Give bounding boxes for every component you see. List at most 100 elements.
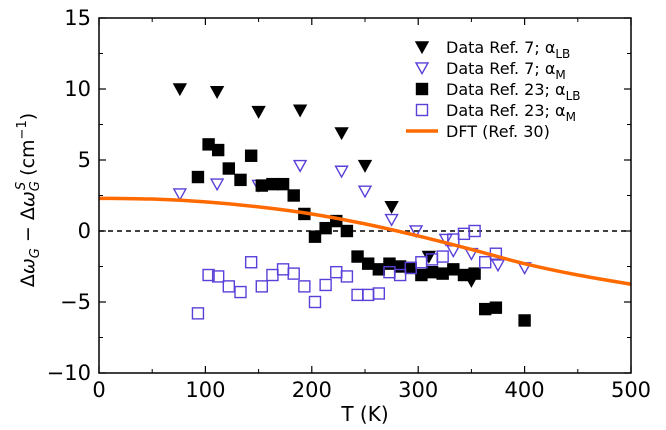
data-point [361,257,375,270]
data-point [266,177,279,191]
y-axis-title: ΔωG − ΔωGS (cm−1) [14,113,43,287]
data-point [518,314,531,327]
data-series-layer [99,83,631,327]
data-point [191,170,205,184]
data-point [384,213,399,227]
data-point [308,295,322,309]
data-point [172,188,188,202]
legend-label: Data Ref. 7; αM [446,59,566,82]
data-point [351,250,364,263]
data-point [425,265,439,279]
series-2 [191,138,531,327]
data-point [383,257,396,270]
data-point [287,267,300,280]
data-point [334,165,349,179]
legend-entry-1: Data Ref. 7; αM [414,59,566,82]
legend-entry-4: DFT (Ref. 30) [406,122,550,141]
y-tick-label: −10 [47,361,91,385]
dft-curve [99,196,631,286]
legend-marker [414,62,430,76]
x-tick-label: 300 [398,378,438,402]
data-point [319,278,332,292]
data-point [308,230,322,243]
y-tick-label: 5 [78,148,91,172]
x-axis-title: T (K) [340,402,388,426]
data-point [330,265,343,279]
x-tick-label: 200 [292,378,332,402]
data-point [251,105,266,119]
data-point [457,268,471,282]
data-point [222,280,236,293]
data-point [209,86,225,99]
data-point [457,227,471,241]
data-point [172,83,188,97]
data-point [393,268,407,282]
data-point [384,201,399,215]
legend-label: Data Ref. 7; αLB [446,38,570,61]
data-point [234,173,247,187]
data-point [244,256,258,269]
legend-entry-0: Data Ref. 7; αLB [414,38,570,61]
data-point [489,301,503,314]
y-tick-label: −5 [60,290,91,314]
data-point [340,270,354,283]
data-point [255,179,268,192]
data-point [372,287,386,300]
data-point [209,178,225,192]
x-tick-label: 500 [611,378,651,402]
x-tick-label: 0 [92,378,105,402]
data-point [468,267,481,280]
y-tick-label: 15 [64,6,91,30]
data-point [393,260,407,273]
data-point [436,267,449,280]
y-tick-label: 10 [64,77,91,101]
data-point [479,302,492,316]
data-point [211,270,225,283]
data-point [438,233,454,247]
data-point [319,221,332,235]
data-point [202,268,215,282]
data-point [340,224,354,238]
data-point [408,225,424,239]
data-point [287,189,300,202]
legend-entry-3: Data Ref. 23; αM [415,101,576,124]
y-tick-label: 0 [78,219,91,243]
data-point [415,256,428,269]
data-point [357,159,373,173]
legend-marker [414,41,430,55]
data-point [404,261,417,275]
ticks-layer: 0 100 200 300 400 500 15 10 5 0 −5 −10 [47,6,651,402]
series-4 [99,196,631,286]
data-point [255,280,268,293]
data-point [468,224,481,238]
data-point [447,263,460,276]
data-point [292,104,308,118]
data-point [292,159,308,173]
x-tick-label: 400 [505,378,545,402]
svg-text:ΔωG − ΔωGS (cm−1): ΔωG − ΔωGS (cm−1) [14,113,43,287]
data-point [415,268,428,282]
data-point [266,268,279,282]
data-point [436,250,449,263]
data-point [351,288,364,302]
x-tick-label: 100 [185,378,225,402]
legend-label: Data Ref. 23; αLB [446,80,580,103]
data-point [244,149,258,162]
data-point [276,177,290,191]
data-point [211,143,225,157]
data-point [234,285,247,299]
data-point [222,162,236,175]
legend-marker [415,82,429,96]
data-point [361,288,375,302]
legend-label: Data Ref. 23; αM [446,101,576,124]
legend-marker [415,103,429,117]
data-point [372,263,386,276]
data-point [357,185,373,199]
data-point [490,259,506,273]
data-point [479,256,492,269]
data-point [191,307,205,320]
legend-entry-2: Data Ref. 23; αLB [415,80,580,103]
data-point [276,263,290,276]
